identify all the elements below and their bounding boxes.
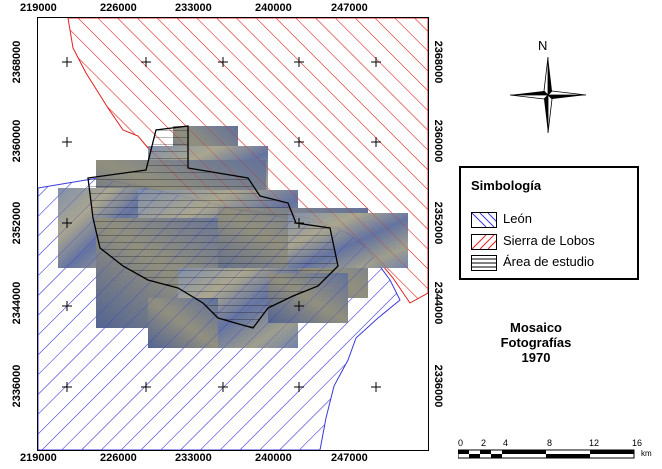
scale-bar — [458, 449, 635, 459]
y-tick-left-4: 2344000 — [11, 281, 23, 325]
x-tick-top-3: 233000 — [175, 2, 212, 14]
north-label: N — [538, 38, 548, 53]
caption-line-2: Fotografías — [500, 335, 572, 350]
scale-label-12: 12 — [589, 438, 600, 448]
x-tick-top-1: 219000 — [20, 2, 57, 14]
legend-label-leon: León — [503, 211, 532, 226]
caption-line-1: Mosaico — [509, 320, 562, 335]
legend-label-sierra: Sierra de Lobos — [503, 233, 595, 248]
north-arrow-icon — [509, 56, 587, 134]
x-tick-top-5: 247000 — [331, 2, 368, 14]
caption-line-3: 1970 — [521, 350, 551, 365]
horizontal-lines-icon — [471, 255, 497, 271]
y-tick-right-5: 2336000 — [432, 364, 444, 408]
y-tick-left-5: 2336000 — [11, 364, 23, 408]
x-tick-bottom-4: 240000 — [255, 452, 292, 464]
x-tick-bottom-5: 247000 — [331, 452, 368, 464]
scale-bar-labels: 0 2 4 8 12 16 — [455, 438, 655, 448]
blue-hatch-icon — [471, 212, 497, 228]
y-tick-left-3: 2352000 — [11, 201, 23, 245]
y-tick-left-2: 2360000 — [11, 119, 23, 163]
x-tick-top-2: 226000 — [100, 2, 137, 14]
legend: Simbología León Sierra de Lobos Área de … — [459, 166, 639, 280]
y-tick-right-4: 2344000 — [432, 281, 444, 325]
scale-unit: km — [641, 449, 652, 458]
grid-crosses — [62, 57, 381, 392]
x-tick-bottom-2: 226000 — [100, 452, 137, 464]
y-tick-right-3: 2352000 — [432, 201, 444, 245]
x-tick-bottom-3: 233000 — [175, 452, 212, 464]
map-frame — [37, 17, 429, 451]
x-tick-top-4: 240000 — [255, 2, 292, 14]
scale-label-0: 0 — [458, 438, 464, 448]
area-de-estudio-polygon — [87, 125, 339, 329]
legend-label-area: Área de estudio — [503, 254, 595, 269]
x-tick-bottom-1: 219000 — [20, 452, 57, 464]
map-canvas — [38, 18, 428, 450]
y-tick-right-1: 2368000 — [432, 40, 444, 84]
scale-label-2: 2 — [481, 438, 487, 448]
scale-label-4: 4 — [503, 438, 509, 448]
scale-label-8: 8 — [547, 438, 553, 448]
red-hatch-icon — [471, 234, 497, 250]
map-caption: Mosaico Fotografías 1970 — [476, 320, 596, 365]
y-tick-right-2: 2360000 — [432, 119, 444, 163]
legend-title: Simbología — [471, 178, 542, 193]
scale-label-16: 16 — [632, 438, 643, 448]
y-tick-left-1: 2368000 — [11, 40, 23, 84]
